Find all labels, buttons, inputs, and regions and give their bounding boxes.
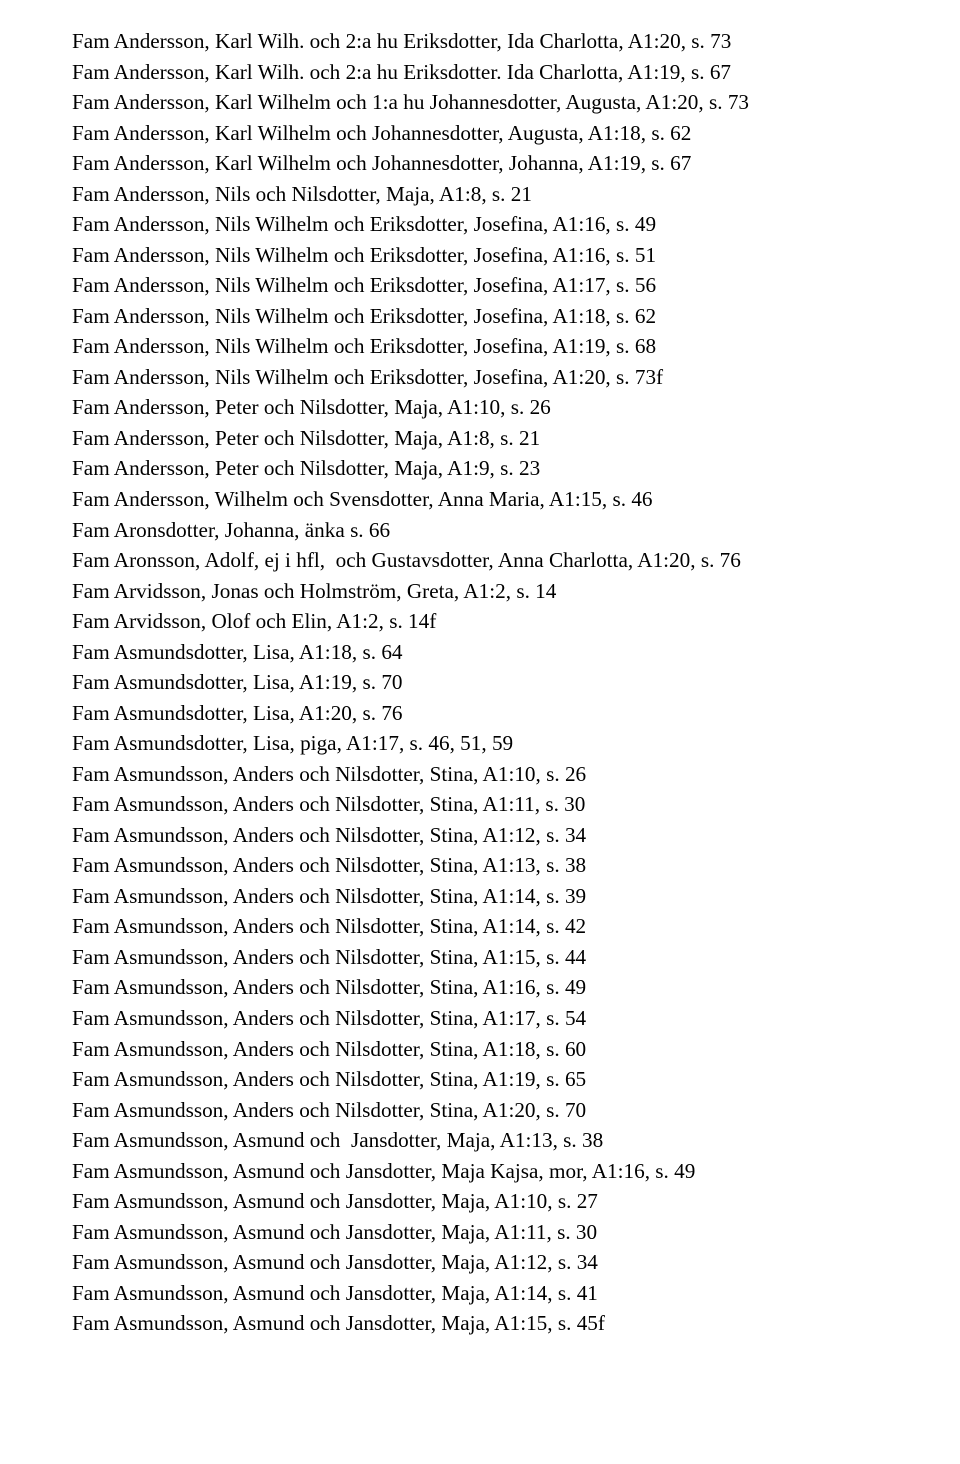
record-line: Fam Andersson, Nils Wilhelm och Eriksdot… <box>72 209 920 240</box>
record-line: Fam Asmundsson, Anders och Nilsdotter, S… <box>72 1095 920 1126</box>
record-line: Fam Andersson, Karl Wilhelm och 1:a hu J… <box>72 87 920 118</box>
record-line: Fam Asmundsson, Anders och Nilsdotter, S… <box>72 1064 920 1095</box>
record-line: Fam Andersson, Peter och Nilsdotter, Maj… <box>72 392 920 423</box>
record-line: Fam Asmundsson, Asmund och Jansdotter, M… <box>72 1217 920 1248</box>
record-line: Fam Asmundsson, Anders och Nilsdotter, S… <box>72 911 920 942</box>
record-list: Fam Andersson, Karl Wilh. och 2:a hu Eri… <box>72 26 920 1339</box>
record-line: Fam Asmundsdotter, Lisa, piga, A1:17, s.… <box>72 728 920 759</box>
record-line: Fam Andersson, Nils Wilhelm och Eriksdot… <box>72 270 920 301</box>
record-line: Fam Asmundsson, Anders och Nilsdotter, S… <box>72 942 920 973</box>
record-line: Fam Asmundsson, Anders och Nilsdotter, S… <box>72 972 920 1003</box>
record-line: Fam Andersson, Peter och Nilsdotter, Maj… <box>72 423 920 454</box>
record-line: Fam Asmundsson, Anders och Nilsdotter, S… <box>72 1003 920 1034</box>
record-line: Fam Asmundsson, Asmund och Jansdotter, M… <box>72 1278 920 1309</box>
record-line: Fam Asmundsson, Asmund och Jansdotter, M… <box>72 1156 920 1187</box>
record-line: Fam Asmundsson, Asmund och Jansdotter, M… <box>72 1125 920 1156</box>
record-line: Fam Aronsdotter, Johanna, änka s. 66 <box>72 515 920 546</box>
record-line: Fam Andersson, Karl Wilh. och 2:a hu Eri… <box>72 57 920 88</box>
record-line: Fam Andersson, Karl Wilh. och 2:a hu Eri… <box>72 26 920 57</box>
record-line: Fam Asmundsson, Asmund och Jansdotter, M… <box>72 1186 920 1217</box>
record-line: Fam Asmundsson, Anders och Nilsdotter, S… <box>72 1034 920 1065</box>
record-line: Fam Andersson, Karl Wilhelm och Johannes… <box>72 148 920 179</box>
record-line: Fam Asmundsdotter, Lisa, A1:18, s. 64 <box>72 637 920 668</box>
record-line: Fam Asmundsson, Anders och Nilsdotter, S… <box>72 820 920 851</box>
record-line: Fam Aronsson, Adolf, ej i hfl, och Gusta… <box>72 545 920 576</box>
record-line: Fam Andersson, Nils Wilhelm och Eriksdot… <box>72 301 920 332</box>
record-line: Fam Andersson, Karl Wilhelm och Johannes… <box>72 118 920 149</box>
record-line: Fam Asmundsson, Anders och Nilsdotter, S… <box>72 881 920 912</box>
record-line: Fam Asmundsson, Asmund och Jansdotter, M… <box>72 1247 920 1278</box>
record-line: Fam Andersson, Nils Wilhelm och Eriksdot… <box>72 331 920 362</box>
record-line: Fam Asmundsson, Asmund och Jansdotter, M… <box>72 1308 920 1339</box>
record-line: Fam Andersson, Peter och Nilsdotter, Maj… <box>72 453 920 484</box>
record-line: Fam Arvidsson, Jonas och Holmström, Gret… <box>72 576 920 607</box>
record-line: Fam Andersson, Nils och Nilsdotter, Maja… <box>72 179 920 210</box>
record-line: Fam Asmundsdotter, Lisa, A1:20, s. 76 <box>72 698 920 729</box>
record-line: Fam Arvidsson, Olof och Elin, A1:2, s. 1… <box>72 606 920 637</box>
record-line: Fam Asmundsson, Anders och Nilsdotter, S… <box>72 789 920 820</box>
record-line: Fam Asmundsson, Anders och Nilsdotter, S… <box>72 759 920 790</box>
record-line: Fam Andersson, Nils Wilhelm och Eriksdot… <box>72 362 920 393</box>
record-line: Fam Andersson, Nils Wilhelm och Eriksdot… <box>72 240 920 271</box>
record-line: Fam Asmundsson, Anders och Nilsdotter, S… <box>72 850 920 881</box>
record-line: Fam Andersson, Wilhelm och Svensdotter, … <box>72 484 920 515</box>
record-line: Fam Asmundsdotter, Lisa, A1:19, s. 70 <box>72 667 920 698</box>
